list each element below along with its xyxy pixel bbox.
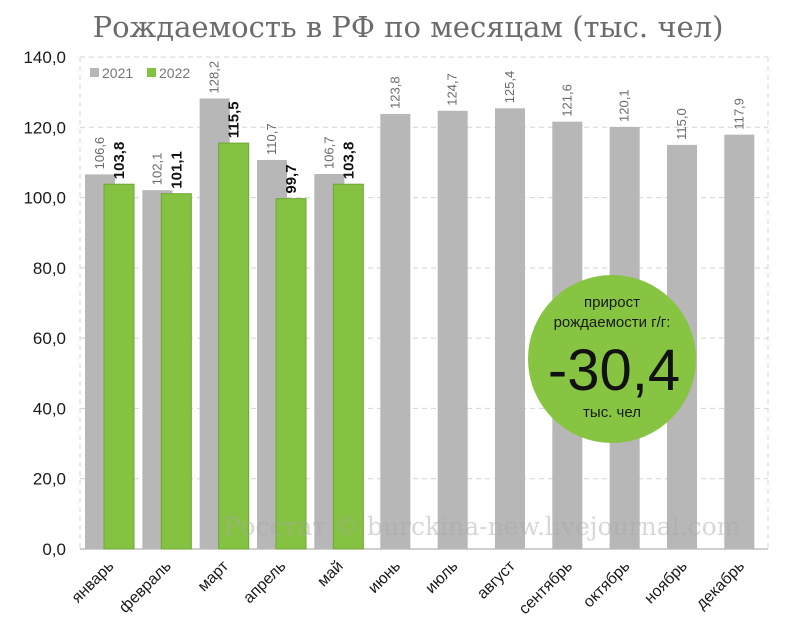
callout-line1: прирост xyxy=(584,294,640,311)
bar-2021 xyxy=(724,134,755,549)
y-tick-label: 80,0 xyxy=(33,259,66,278)
bar-2022 xyxy=(275,198,307,550)
growth-callout: прирост рождаемости г/г: -30,4 тыс. чел xyxy=(528,275,696,443)
x-tick-label: июнь xyxy=(365,558,404,597)
bar-2022 xyxy=(218,142,250,550)
bar-2021 xyxy=(380,113,411,549)
callout-unit: тыс. чел xyxy=(583,404,641,421)
y-tick-label: 20,0 xyxy=(33,470,66,489)
bar-2022-label: 101,1 xyxy=(168,151,185,189)
x-tick-label: май xyxy=(314,558,346,590)
bar-2021-label: 121,6 xyxy=(559,84,574,117)
y-tick-label: 100,0 xyxy=(23,189,66,208)
callout-value: -30,4 xyxy=(548,338,680,403)
legend-swatch xyxy=(147,68,156,77)
y-tick-label: 40,0 xyxy=(33,399,66,418)
callout-circle xyxy=(528,275,696,443)
legend: 2021 2022 xyxy=(90,65,190,81)
bar-2021-label: 102,1 xyxy=(149,153,164,186)
x-tick-label: январь xyxy=(69,558,118,607)
bar-2021 xyxy=(437,110,468,550)
bar-2022 xyxy=(103,183,135,550)
bar-2021-label: 117,9 xyxy=(731,98,746,130)
y-axis: 0,0 20,0 40,0 60,0 80,0 100,0 120,0 140,0 xyxy=(23,48,66,559)
bar-2022-label: 103,8 xyxy=(340,142,357,180)
legend-swatch xyxy=(90,68,99,77)
chart-title: Рождаемость в РФ по месяцам (тыс. чел) xyxy=(93,10,724,44)
legend-label: 2022 xyxy=(159,65,190,81)
x-tick-label: февраль xyxy=(116,558,175,617)
callout-line2: рождаемости г/г: xyxy=(554,314,671,331)
bar-2021-label: 125,4 xyxy=(502,71,517,104)
x-tick-label: июль xyxy=(422,558,461,597)
bar-2021-label: 106,7 xyxy=(321,136,336,169)
x-tick-label: сентябрь xyxy=(516,558,576,618)
bar-2021-label: 120,1 xyxy=(617,89,632,122)
bar-2021-label: 124,7 xyxy=(445,73,460,106)
bar-2022 xyxy=(332,183,364,550)
y-tick-label: 60,0 xyxy=(33,329,66,348)
bar-2021-label: 110,7 xyxy=(264,123,279,155)
watermark: Росстат © burckina-new.livejournal.com xyxy=(224,512,741,541)
legend-label: 2021 xyxy=(102,65,133,81)
bar-2021 xyxy=(495,108,525,550)
bar-2022-label: 99,7 xyxy=(283,164,300,193)
y-tick-label: 0,0 xyxy=(42,540,66,559)
x-tick-label: март xyxy=(195,557,233,595)
x-tick-label: август xyxy=(474,557,519,602)
bar-2021-label: 123,8 xyxy=(387,76,402,109)
x-tick-label: апрель xyxy=(240,558,289,607)
bar-2022 xyxy=(160,193,192,550)
gridlines xyxy=(79,56,769,550)
x-tick-label: октябрь xyxy=(580,558,633,611)
bar-2021-label: 106,6 xyxy=(92,137,107,170)
y-tick-label: 120,0 xyxy=(23,118,66,137)
bar-2022-label: 115,5 xyxy=(226,101,243,138)
bar-2021-label: 115,0 xyxy=(674,108,689,140)
bar-2021-label: 128,2 xyxy=(207,61,222,94)
x-tick-label: декабрь xyxy=(693,558,748,613)
y-tick-label: 140,0 xyxy=(23,48,66,67)
x-tick-label: ноябрь xyxy=(641,558,690,607)
bar-2022-label: 103,8 xyxy=(111,142,128,180)
